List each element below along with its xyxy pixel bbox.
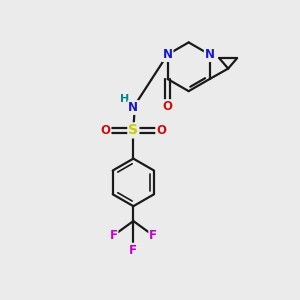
Text: F: F: [129, 244, 137, 257]
Text: H: H: [120, 94, 129, 104]
Text: F: F: [149, 230, 157, 242]
Text: O: O: [163, 100, 172, 113]
Text: S: S: [128, 123, 138, 137]
Text: F: F: [110, 230, 117, 242]
Text: O: O: [156, 124, 166, 137]
Text: N: N: [128, 101, 138, 114]
Text: O: O: [100, 124, 110, 137]
Text: N: N: [205, 48, 215, 61]
Text: N: N: [163, 48, 172, 61]
